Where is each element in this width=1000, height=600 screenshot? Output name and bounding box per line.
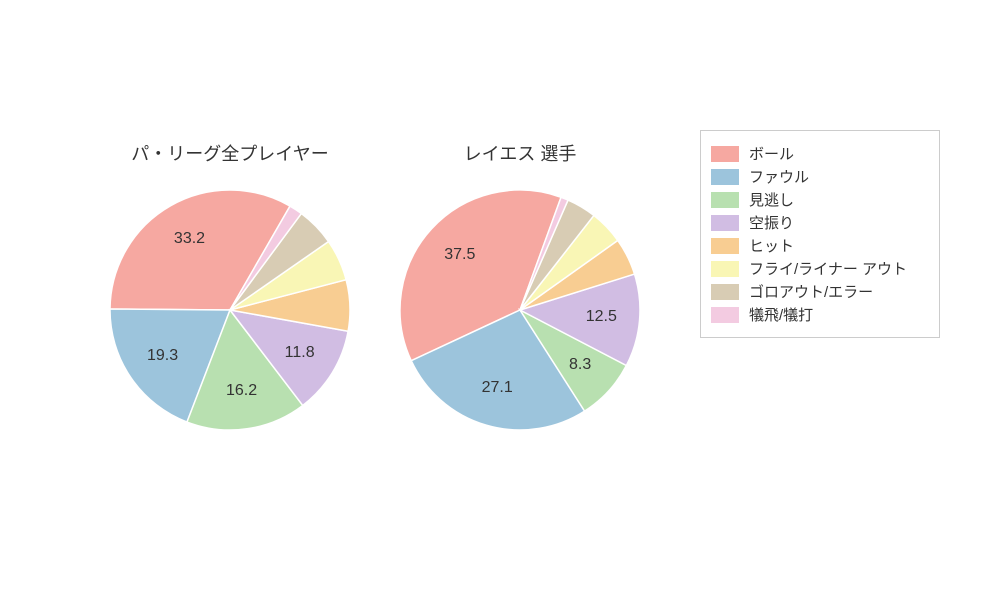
legend-item-flyliner: フライ/ライナー アウト — [711, 258, 925, 279]
slice-label-league-foul: 19.3 — [147, 347, 178, 365]
legend-label-ball: ボール — [749, 143, 794, 164]
legend-label-swing: 空振り — [749, 212, 794, 233]
slice-label-player-ball: 37.5 — [444, 246, 475, 264]
legend-item-foul: ファウル — [711, 166, 925, 187]
legend-swatch-foul — [711, 169, 739, 185]
legend-swatch-flyliner — [711, 261, 739, 277]
legend-item-swing: 空振り — [711, 212, 925, 233]
legend-swatch-hit — [711, 238, 739, 254]
slice-label-player-swing: 12.5 — [586, 308, 617, 326]
legend: ボールファウル見逃し空振りヒットフライ/ライナー アウトゴロアウト/エラー犠飛/… — [700, 130, 940, 338]
chart-title-league: パ・リーグ全プレイヤー — [131, 140, 328, 166]
legend-swatch-ground — [711, 284, 739, 300]
legend-label-foul: ファウル — [749, 166, 809, 187]
legend-item-sac: 犠飛/犠打 — [711, 304, 925, 325]
slice-label-league-ball: 33.2 — [174, 230, 205, 248]
legend-item-ball: ボール — [711, 143, 925, 164]
slice-label-player-foul: 27.1 — [482, 379, 513, 397]
legend-label-flyliner: フライ/ライナー アウト — [749, 258, 907, 279]
legend-label-look: 見逃し — [749, 189, 794, 210]
slice-label-player-look: 8.3 — [569, 356, 591, 374]
slice-label-league-look: 16.2 — [226, 382, 257, 400]
legend-swatch-sac — [711, 307, 739, 323]
legend-label-hit: ヒット — [749, 235, 794, 256]
chart-title-player: レイエス 選手 — [464, 140, 577, 166]
legend-swatch-look — [711, 192, 739, 208]
legend-swatch-swing — [711, 215, 739, 231]
legend-item-ground: ゴロアウト/エラー — [711, 281, 925, 302]
legend-item-hit: ヒット — [711, 235, 925, 256]
legend-label-sac: 犠飛/犠打 — [749, 304, 813, 325]
slice-label-league-swing: 11.8 — [285, 344, 315, 362]
chart-stage: パ・リーグ全プレイヤー 33.2 19.3 16.2 11.8 レイエス 選手 37.5 27… — [0, 0, 1000, 600]
legend-label-ground: ゴロアウト/エラー — [749, 281, 873, 302]
legend-item-look: 見逃し — [711, 189, 925, 210]
legend-swatch-ball — [711, 146, 739, 162]
